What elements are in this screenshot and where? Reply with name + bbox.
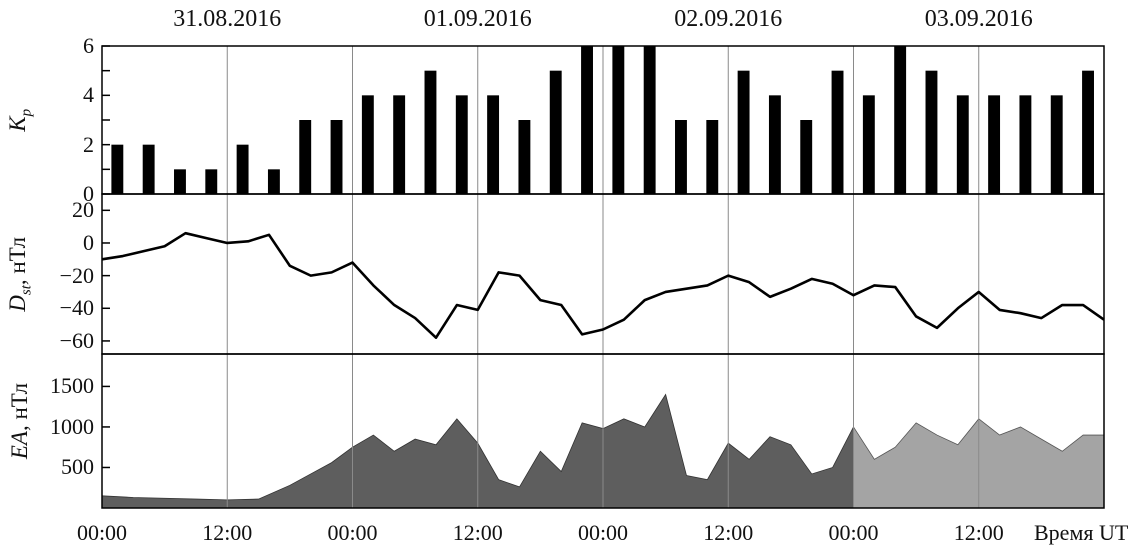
kp-bar bbox=[518, 120, 531, 194]
dst-y-tick: −20 bbox=[59, 262, 94, 288]
kp-bar bbox=[862, 95, 875, 194]
dst-y-tick: 20 bbox=[72, 197, 94, 223]
dst-line bbox=[101, 231, 1105, 339]
kp-y-axis-label: Kp bbox=[5, 108, 36, 131]
kp-bar bbox=[831, 70, 844, 194]
kp-bar bbox=[393, 95, 406, 194]
kp-bar bbox=[205, 169, 218, 194]
ea-y-tick: 1500 bbox=[50, 373, 94, 399]
kp-bar bbox=[894, 46, 907, 194]
kp-bar bbox=[581, 46, 593, 194]
dst-label-sub: st bbox=[18, 284, 35, 295]
kp-label-sub: p bbox=[18, 108, 35, 116]
kp-y-tick: 2 bbox=[83, 131, 94, 157]
kp-bar bbox=[424, 70, 437, 194]
kp-label-main: K bbox=[4, 115, 30, 132]
kp-bar bbox=[956, 95, 969, 194]
kp-bar bbox=[643, 46, 656, 194]
x-tick-label: 12:00 bbox=[953, 520, 1004, 545]
kp-bar bbox=[612, 46, 625, 194]
dst-y-axis-label: Dst, нТл bbox=[5, 236, 36, 311]
kp-y-tick: 4 bbox=[83, 82, 94, 108]
x-tick-label: 12:00 bbox=[452, 520, 503, 545]
kp-bar bbox=[174, 169, 186, 194]
kp-bar bbox=[549, 70, 562, 194]
x-tick-label: 12:00 bbox=[703, 520, 754, 545]
kp-bar bbox=[299, 120, 312, 194]
dst-y-tick: −60 bbox=[59, 327, 94, 353]
kp-bar bbox=[706, 120, 719, 194]
ea-y-tick: 1000 bbox=[50, 413, 94, 439]
kp-bar bbox=[988, 95, 1001, 194]
kp-bar bbox=[111, 144, 124, 194]
kp-y-tick: 0 bbox=[83, 181, 94, 206]
kp-bar bbox=[267, 169, 280, 194]
dst-y-tick: 0 bbox=[83, 229, 94, 255]
dst-y-tick: −40 bbox=[59, 295, 94, 321]
kp-bar bbox=[142, 144, 155, 194]
date-label-1: 31.08.2016 bbox=[173, 6, 282, 32]
kp-bar bbox=[361, 95, 374, 194]
kp-bar bbox=[1019, 95, 1032, 194]
kp-bar bbox=[487, 95, 500, 194]
date-label-4: 03.09.2016 bbox=[924, 6, 1033, 32]
kp-bar bbox=[1082, 70, 1094, 194]
kp-bar bbox=[737, 70, 750, 194]
x-tick-label: 00:00 bbox=[76, 520, 128, 545]
ea-label-main: EA bbox=[7, 431, 33, 460]
x-tick-label: 00:00 bbox=[577, 520, 629, 545]
ea-y-tick: 500 bbox=[61, 454, 94, 480]
kp-bar bbox=[768, 95, 781, 194]
ea-label-unit: , нТл bbox=[7, 382, 33, 432]
kp-bar bbox=[800, 120, 813, 194]
x-axis-title: Время UT bbox=[1034, 520, 1129, 545]
ea-y-axis-label: EA, нТл bbox=[7, 383, 33, 459]
kp-bar bbox=[330, 120, 343, 194]
kp-bar bbox=[925, 70, 938, 194]
kp-y-tick: 6 bbox=[83, 33, 94, 58]
kp-bar bbox=[455, 95, 468, 194]
x-tick-label: 12:00 bbox=[202, 520, 253, 545]
kp-bar bbox=[236, 144, 249, 194]
x-tick-label: 00:00 bbox=[828, 520, 879, 545]
kp-bar bbox=[675, 120, 687, 194]
dst-label-unit: , нТл bbox=[4, 236, 30, 285]
kp-bar bbox=[1050, 95, 1063, 194]
x-tick-label: 00:00 bbox=[327, 520, 378, 545]
date-label-3: 02.09.2016 bbox=[674, 6, 783, 32]
dst-label-main: D bbox=[4, 294, 30, 312]
date-label-2: 01.09.2016 bbox=[423, 6, 532, 32]
ea-panel-frame bbox=[101, 353, 1105, 509]
